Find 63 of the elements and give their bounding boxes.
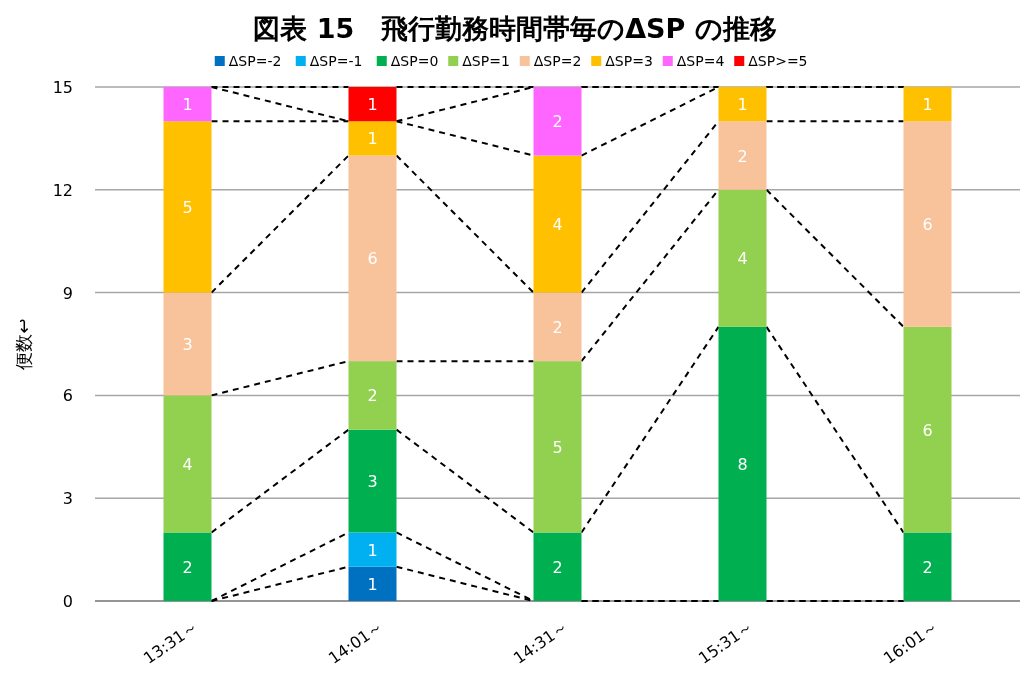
data-label: 4 (552, 215, 563, 235)
data-label: 6 (922, 420, 933, 440)
bar (903, 532, 952, 601)
bar (533, 361, 582, 533)
data-label: 2 (552, 112, 563, 132)
y-axis-title: 便数↩ (13, 318, 34, 370)
legend-label: ΔSP=3 (605, 53, 653, 69)
data-label: 6 (922, 215, 933, 235)
data-label: 2 (552, 317, 563, 337)
y-tick-label: 6 (62, 386, 73, 406)
data-label: 2 (367, 386, 378, 406)
data-label: 1 (367, 95, 378, 115)
data-label: 3 (182, 335, 193, 354)
bar (533, 87, 582, 156)
bar (163, 532, 212, 601)
data-label: 2 (552, 557, 563, 577)
bar (348, 429, 397, 533)
legend-label: ΔSP=4 (676, 53, 725, 69)
bar (718, 189, 767, 327)
bar (903, 87, 952, 122)
bar (718, 326, 767, 601)
bar (348, 361, 397, 430)
legend-label: ΔSP>=5 (748, 53, 808, 69)
bar (533, 155, 582, 293)
data-label: 2 (182, 557, 193, 577)
y-tick-label: 0 (62, 592, 73, 611)
y-tick-label: 9 (62, 283, 73, 303)
data-label: 4 (737, 249, 748, 269)
data-label: 1 (922, 95, 933, 115)
data-label: 2 (737, 146, 748, 166)
bar (348, 155, 397, 362)
legend-label: ΔSP=1 (462, 53, 510, 69)
y-tick-label: 15 (52, 78, 73, 97)
data-label: 6 (367, 249, 378, 269)
bar (718, 121, 767, 190)
bar (533, 532, 582, 601)
bar (163, 395, 212, 533)
data-label: 2 (922, 557, 933, 577)
bar (533, 292, 582, 362)
bar (163, 292, 212, 396)
data-label: 5 (182, 197, 193, 217)
bar (348, 121, 397, 156)
data-label: 1 (367, 129, 378, 149)
bar (903, 326, 952, 533)
y-tick-label: 3 (62, 489, 73, 509)
data-label: 3 (367, 472, 378, 492)
data-label: 1 (737, 95, 748, 115)
data-label: 1 (367, 540, 378, 560)
bar (163, 121, 212, 293)
legend-label: ΔSP=2 (533, 53, 582, 69)
data-label: 4 (182, 454, 193, 474)
data-label: 1 (367, 574, 378, 594)
data-label: 8 (737, 454, 748, 474)
legend-label: ΔSP=0 (390, 53, 439, 69)
bar (718, 87, 767, 122)
data-label: 5 (552, 437, 563, 457)
legend-label: ΔSP=-2 (228, 53, 282, 69)
y-tick-label: 12 (52, 180, 73, 200)
bar (903, 121, 952, 327)
chart-title: 図表 15 飛行勤務時間帯毎のΔSP の推移 (253, 13, 777, 44)
legend-label: ΔSP=-1 (309, 53, 363, 69)
bar (163, 87, 212, 122)
data-label: 1 (182, 95, 193, 115)
